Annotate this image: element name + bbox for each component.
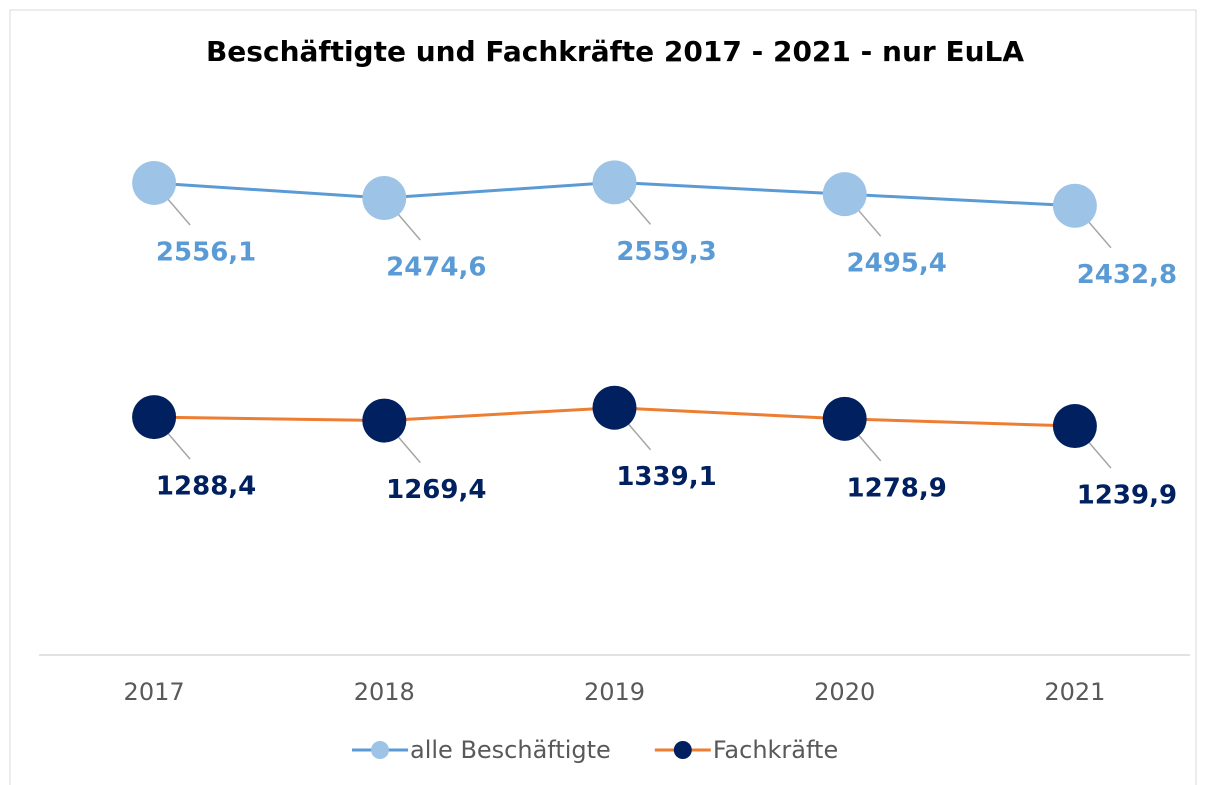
legend-label: Fachkräfte: [713, 736, 838, 764]
data-label: 2559,3: [616, 237, 716, 267]
data-label: 1278,9: [847, 473, 947, 503]
marker: [132, 395, 177, 440]
data-label: 2432,8: [1077, 260, 1177, 290]
marker: [1052, 183, 1097, 228]
legend-marker: [371, 741, 389, 759]
data-label: 1269,4: [386, 475, 486, 505]
marker: [132, 160, 177, 205]
data-label: 1288,4: [156, 472, 256, 502]
data-label: 1239,9: [1077, 481, 1177, 511]
x-tick-label: 2019: [584, 678, 645, 706]
data-label: 2474,6: [386, 253, 486, 283]
x-tick-label: 2021: [1044, 678, 1105, 706]
x-tick-label: 2020: [814, 678, 875, 706]
legend-marker: [673, 741, 692, 759]
marker: [1052, 404, 1097, 449]
data-label: 1339,1: [616, 462, 716, 492]
marker: [822, 172, 867, 217]
chart-title: Beschäftigte und Fachkräfte 2017 - 2021 …: [206, 35, 1024, 68]
marker: [592, 160, 637, 205]
x-tick-label: 2017: [124, 678, 185, 706]
marker: [822, 396, 867, 441]
marker: [362, 176, 407, 221]
marker: [362, 398, 407, 443]
data-label: 2556,1: [156, 237, 256, 267]
legend-label: alle Beschäftigte: [410, 736, 611, 764]
marker: [592, 385, 637, 430]
data-label: 2495,4: [847, 249, 947, 279]
x-tick-label: 2018: [354, 678, 415, 706]
